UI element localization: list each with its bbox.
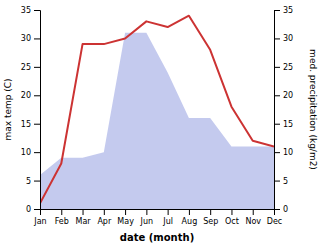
- tick: 35: [274, 6, 293, 15]
- tick-mark: [34, 38, 40, 39]
- tick-label: Mar: [75, 217, 91, 226]
- tick-label: 25: [283, 63, 293, 72]
- tick: May: [117, 209, 134, 226]
- tick-label: 15: [21, 120, 31, 129]
- tick-label: 20: [283, 91, 293, 100]
- line: [40, 16, 274, 204]
- tick-label: 0: [26, 205, 31, 214]
- tick-mark: [274, 181, 280, 182]
- x-axis: Jan Feb Mar Apr May Jun Jul Aug Sep Oct Nov Dec: [33, 209, 282, 226]
- tick: Dec: [267, 209, 282, 226]
- tick-label: 0: [283, 205, 288, 214]
- tick-mark: [253, 209, 254, 215]
- tick: 35: [21, 6, 40, 15]
- tick-mark: [210, 209, 211, 215]
- tick-mark: [231, 209, 232, 215]
- tick: Jul: [162, 209, 173, 226]
- tick-label: 30: [283, 34, 293, 43]
- tick: 20: [21, 91, 40, 100]
- tick-mark: [189, 209, 190, 215]
- x-axis-title: date (month): [120, 232, 194, 243]
- tick-label: Jul: [162, 217, 173, 226]
- tick: Oct: [225, 209, 239, 226]
- tick-label: 35: [283, 6, 293, 15]
- tick-label: Feb: [55, 217, 69, 226]
- tick-mark: [83, 209, 84, 215]
- y-axis: 0 5 10 15 20 25 30 35: [21, 6, 41, 214]
- y-axis-title: max temp (C): [3, 78, 13, 140]
- tick: 10: [21, 148, 40, 157]
- tick: 30: [21, 34, 40, 43]
- tick-mark: [274, 38, 280, 39]
- y2-axis-title: med. precipitation (kg/m2): [308, 49, 318, 170]
- tick: 15: [21, 120, 40, 129]
- tick-label: 30: [21, 34, 31, 43]
- tick-mark: [104, 209, 105, 215]
- tick: 0: [274, 205, 288, 214]
- axis-line: [41, 210, 275, 216]
- tick-label: 5: [283, 177, 288, 186]
- tick: 10: [274, 148, 293, 157]
- tick: 25: [274, 63, 293, 72]
- tick: 5: [274, 177, 288, 186]
- tick: 15: [274, 120, 293, 129]
- tick-mark: [34, 67, 40, 68]
- tick-mark: [274, 152, 280, 153]
- tick-label: 25: [21, 63, 31, 72]
- axis-line: [275, 11, 281, 210]
- tick-mark: [274, 124, 280, 125]
- tick-mark: [34, 209, 40, 210]
- tick-label: Aug: [182, 217, 198, 226]
- tick: 25: [21, 63, 40, 72]
- tick: Feb: [55, 209, 69, 226]
- tick-label: Sep: [203, 217, 218, 226]
- tick-label: 10: [21, 148, 31, 157]
- tick-label: Apr: [97, 217, 112, 226]
- tick-mark: [34, 124, 40, 125]
- tick-label: 5: [26, 177, 31, 186]
- tick-mark: [274, 67, 280, 68]
- plot: JanFebMarAprMayJunJulAugSepOctNovDec0510…: [21, 6, 293, 226]
- y2-axis: 0 5 10 15 20 25 30 35: [274, 6, 293, 214]
- tick-mark: [61, 209, 62, 215]
- tick-label: Oct: [225, 217, 239, 226]
- tick: Apr: [97, 209, 112, 226]
- tick-label: Jan: [33, 217, 46, 226]
- tick: Nov: [245, 209, 261, 226]
- tick-mark: [146, 209, 147, 215]
- tick-label: 20: [21, 91, 31, 100]
- tick: Jan: [33, 209, 46, 226]
- tick-mark: [34, 152, 40, 153]
- tick-label: Jun: [140, 217, 154, 226]
- tick: 5: [26, 177, 40, 186]
- tick-label: 15: [283, 120, 293, 129]
- tick-mark: [274, 10, 280, 11]
- tick-mark: [168, 209, 169, 215]
- tick-label: Nov: [245, 217, 261, 226]
- tick: Jun: [140, 209, 154, 226]
- tick-label: May: [117, 217, 134, 226]
- tick-label: Dec: [267, 217, 282, 226]
- tick: Mar: [75, 209, 91, 226]
- tick: 30: [274, 34, 293, 43]
- tick-mark: [34, 10, 40, 11]
- tick-mark: [34, 181, 40, 182]
- tick-label: 35: [21, 6, 31, 15]
- tick-mark: [125, 209, 126, 215]
- chart: JanFebMarAprMayJunJulAugSepOctNovDec0510…: [0, 0, 318, 247]
- tick-mark: [34, 95, 40, 96]
- marks: [40, 16, 274, 209]
- tick: Sep: [203, 209, 218, 226]
- tick-mark: [274, 95, 280, 96]
- tick: 20: [274, 91, 293, 100]
- tick: 0: [26, 205, 40, 214]
- tick: Aug: [182, 209, 198, 226]
- tick-label: 10: [283, 148, 293, 157]
- area: [40, 33, 274, 209]
- tick-mark: [274, 209, 280, 210]
- axis-line: [34, 11, 41, 210]
